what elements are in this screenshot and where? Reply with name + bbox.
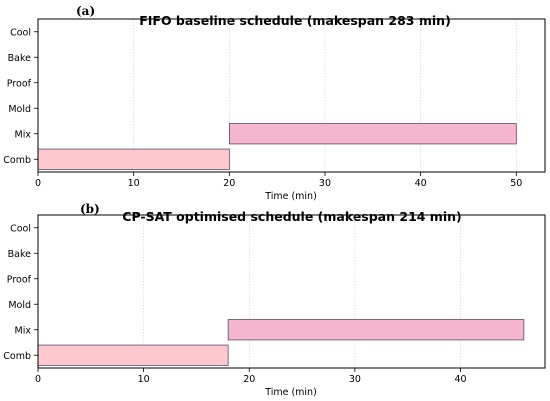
panel-b-y-tick-label: Mix: [15, 325, 32, 336]
panel-a-y-tick-label: Mold: [8, 104, 31, 115]
panel-a: (a) FIFO baseline schedule (makespan 283…: [3, 4, 546, 202]
panel-a-x-axis-label: Time (min): [264, 191, 317, 202]
panel-b-x-tick-label: 30: [349, 374, 361, 385]
panel-b-x-tick-label: 10: [138, 374, 150, 385]
panel-a-y-tick-label: Cool: [10, 27, 31, 38]
panel-b-y-tick-label: Bake: [8, 249, 32, 260]
panel-a-bar-mix: [228, 123, 517, 145]
panel-b-y-tick-label: Proof: [7, 274, 32, 285]
panel-a-x-tick-label: 0: [35, 178, 41, 189]
panel-a-x-tick-label: 40: [415, 178, 427, 189]
panel-b-label: (b): [80, 202, 100, 216]
panel-a-y-tick-label: Bake: [8, 53, 32, 64]
panel-a-plot: 0 10 20 30 40 50 Comb Mix Mold Proof Bake Cool: [3, 18, 546, 189]
panel-b-plot: 0 10 20 30 40 Comb Mix Mold Proof Bake Cool: [3, 214, 546, 385]
panel-b-bar-comb: [37, 344, 229, 366]
panel-a-x-tick-label: 50: [510, 178, 522, 189]
panel-b-x-tick-label: 40: [454, 374, 466, 385]
panel-b-x-tick-label: 20: [243, 374, 255, 385]
panel-a-title: FIFO baseline schedule (makespan 283 min…: [139, 13, 451, 28]
panel-a-label: (a): [76, 4, 95, 18]
panel-b: (b) CP-SAT optimised schedule (makespan …: [3, 202, 546, 398]
panel-b-title: CP-SAT optimised schedule (makespan 214 …: [122, 209, 461, 224]
panel-b-x-axis-label: Time (min): [264, 387, 317, 398]
panel-b-y-tick-label: Mold: [8, 300, 31, 311]
panel-a-y-tick-label: Mix: [15, 129, 32, 140]
panel-a-y-tick-label: Proof: [7, 78, 32, 89]
panel-a-bar-comb: [37, 148, 230, 170]
panel-a-x-tick-label: 20: [223, 178, 235, 189]
panel-a-plot-frame: [37, 18, 546, 173]
panel-b-y-tick-label: Comb: [3, 351, 31, 362]
panel-b-bar-mix: [227, 319, 525, 341]
panel-a-x-tick-label: 30: [319, 178, 331, 189]
panel-b-y-tick-label: Cool: [10, 223, 31, 234]
panel-a-y-tick-label: Comb: [3, 155, 31, 166]
panel-b-x-tick-label: 0: [35, 374, 41, 385]
panel-b-plot-frame: [37, 214, 546, 369]
panel-a-x-tick-label: 10: [128, 178, 140, 189]
